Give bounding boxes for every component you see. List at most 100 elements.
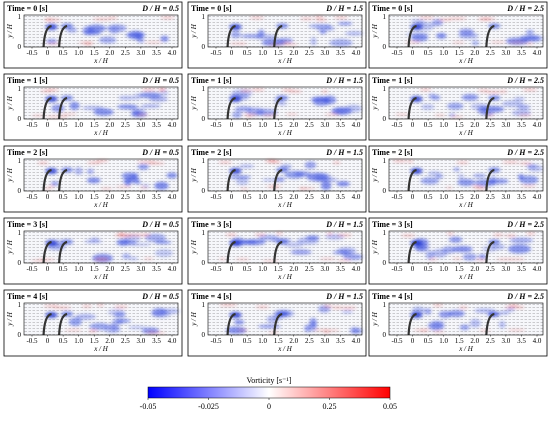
blob [149,331,166,334]
x-tick-label: 2.5 [121,337,130,345]
blob [446,232,454,235]
blob [448,113,456,117]
obstacle [58,312,68,336]
obstacle [485,168,495,192]
blob [37,161,49,164]
x-tick-label: 2.5 [486,337,495,345]
vorticity [410,304,526,333]
blob [127,30,145,40]
blob [154,240,172,244]
blob [48,185,55,188]
blob [420,177,439,185]
x-tick-label: 0.5 [243,193,252,201]
y-tick-label: 1 [18,301,22,309]
panel-ratio: D / H = 0.5 [141,148,179,157]
x-tick-label: 3.5 [517,193,526,201]
obstacle [42,168,52,192]
blob [428,321,444,331]
panel-time: Time = 3 [s] [191,220,232,229]
panel-time: Time = 3 [s] [7,220,48,229]
vorticity [218,160,350,190]
blob [245,115,253,118]
blob [428,93,436,100]
blob [151,308,167,317]
x-tick-label: 2.5 [486,265,495,273]
blob [304,161,317,169]
blob [262,178,277,182]
x-tick-label: 2.5 [486,121,495,129]
blob [461,94,479,101]
x-tick-label: 2.0 [470,337,479,345]
x-tick-label: 1.0 [74,265,83,273]
x-tick-label: 0.5 [424,337,433,345]
plot-frame [23,302,179,336]
x-tick-label: 2.5 [121,49,130,57]
y-tick-label: 1 [383,301,387,309]
panel-time: Time = 2 [s] [372,148,413,157]
x-tick-label: 4.0 [352,121,361,129]
blob [341,310,354,314]
x-tick-label: 2.0 [289,193,298,201]
x-tick-label: 3.5 [517,337,526,345]
x-tick-label: 3.0 [502,121,511,129]
blob [519,162,532,165]
y-tick-label: 0 [18,115,22,123]
x-tick-label: 1.0 [439,193,448,201]
panel-ratio: D / H = 1.5 [325,148,363,157]
blob [100,187,113,190]
colorbar-label: Vorticity [s⁻¹] [247,376,292,385]
blob [506,307,515,312]
obstacle [407,240,417,264]
blob [433,304,443,307]
blob [424,308,432,315]
x-axis-label: x / H [277,345,293,353]
x-tick-label: -0.5 [210,121,222,129]
blob [323,305,334,308]
panel-ratio: D / H = 0.5 [141,76,179,85]
obstacle [58,240,68,264]
colorbar-tick-label: 0.25 [323,402,337,411]
blob [160,16,175,19]
blob [128,257,139,261]
x-tick-label: 2.5 [121,265,130,273]
x-axis-label: x / H [458,345,474,353]
y-axis-label: y / H [6,167,14,183]
blob [61,115,68,118]
blob [166,172,178,179]
x-tick-label: 0.5 [424,121,433,129]
x-tick-label: 3.5 [517,265,526,273]
blob [525,30,534,35]
blob [478,254,487,259]
blob [469,318,481,328]
panel-ratio: D / H = 0.5 [141,4,179,13]
blob [334,16,348,19]
blob [137,37,145,43]
blob [418,16,435,19]
blob [98,36,117,44]
blob [226,326,247,334]
panel-time: Time = 4 [s] [372,292,413,301]
y-tick-label: 0 [18,187,22,195]
blob [452,257,462,260]
colorbar [147,386,391,399]
x-tick-label: 0 [230,337,234,345]
blob [51,181,60,186]
x-tick-label: 2.0 [289,265,298,273]
blob [240,89,252,92]
x-tick-label: 2.0 [105,121,114,129]
blob [118,234,133,237]
blob [499,310,510,315]
blob [97,304,104,307]
obstacle [42,96,52,120]
blob [127,325,146,330]
panel-ratio: D / H = 2.5 [506,292,544,301]
blob [329,39,353,47]
blob [485,90,502,93]
panel: Time = 1 [s] D / H = 0.5 -0.5 0 0.5 1.0 1.5 2.0… [3,73,183,141]
blob [451,41,465,44]
blob [507,244,531,254]
y-tick-label: 1 [18,229,22,237]
blob [428,258,438,261]
plot-frame [207,302,363,336]
